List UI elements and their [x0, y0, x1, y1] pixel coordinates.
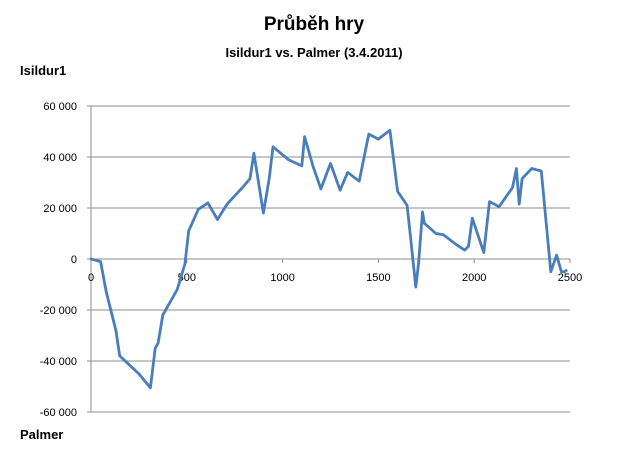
chart-title: Průběh hry: [263, 14, 365, 35]
y-axis-label: Isildur1: [20, 63, 67, 78]
x-tick-label: 1000: [270, 272, 294, 284]
x-axis-label: Palmer: [20, 427, 64, 442]
series-line: [89, 128, 568, 390]
y-tick-label: 60 000: [43, 101, 77, 113]
y-tick-label: 0: [71, 254, 77, 266]
y-tick-labels: 60 000 40 000 20 000 0 -20 000 -40 000 -60 000: [40, 101, 77, 419]
y-tick-label: -60 000: [40, 407, 77, 419]
gridlines: [91, 105, 570, 413]
y-tick-label: 40 000: [43, 152, 77, 164]
y-tick-label: 20 000: [43, 203, 77, 215]
x-tick-label: 2500: [558, 272, 582, 284]
x-tick-label: 0: [88, 272, 94, 284]
x-tick-labels: 0 500 1000 1500 2000 2500: [88, 272, 582, 284]
x-tick-label: 1500: [366, 272, 390, 284]
x-tick-label: 2000: [462, 272, 486, 284]
y-tick-label: -40 000: [40, 356, 77, 368]
axes: [87, 105, 571, 413]
series-layer: [89, 128, 568, 390]
chart-subtitle: Isildur1 vs. Palmer (3.4.2011): [225, 45, 403, 60]
y-tick-label: -20 000: [40, 305, 77, 317]
